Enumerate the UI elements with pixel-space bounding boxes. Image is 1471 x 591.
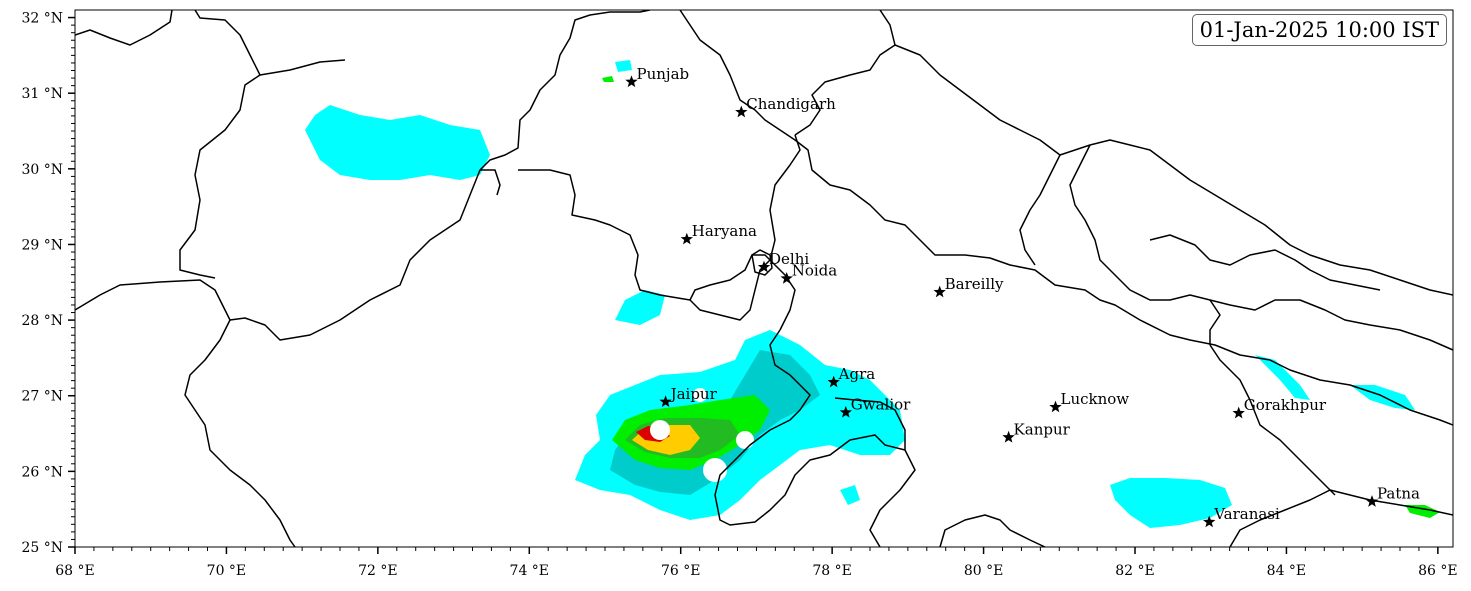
city-marker-icon [1232,406,1245,419]
city-marker-icon [625,75,638,88]
boundary-mp-2 [939,514,1046,547]
y-tick-label: 32 °N [21,11,63,27]
boundary-int-1 [480,169,501,196]
city-label: Gorakhpur [1244,396,1327,414]
boundary-punjab-east [679,10,1453,426]
boundary-nepal-2 [1059,139,1453,296]
city-label: Haryana [692,222,757,240]
city-label: Varanasi [1213,505,1280,523]
city-label: Chandigarh [746,95,836,113]
axis-ticks: 68 °E 70 °E 72 °E 74 °E 76 °E 78 °E 80 °E 82 °E… [21,11,1457,579]
precip-region [1255,355,1310,400]
boundary-nepal-4 [1149,234,1381,291]
city-marker-icon [757,260,771,273]
x-tick-label: 82 °E [1115,563,1154,579]
city-marker-icon [680,232,693,245]
boundary-rajasthan-up [714,329,906,526]
x-tick-label: 68 °E [55,563,94,579]
precip-region [840,485,860,505]
city-label: Gwalior [851,395,911,413]
precip-gap [736,431,754,449]
boundary-sw [184,319,296,547]
city-label: Punjab [637,65,690,83]
precip-region [615,290,665,325]
precip-region [1405,505,1440,518]
city-label: Jaipur [669,385,718,403]
city-marker-icon [933,285,946,298]
x-tick-label: 74 °E [510,563,549,579]
x-tick-label: 76 °E [661,563,700,579]
city-marker-icon [827,375,840,388]
city-marker-icon [839,405,852,418]
x-tick-label: 86 °E [1418,563,1457,579]
city-marker-icon [735,105,748,118]
boundary-uk [794,10,896,136]
city-marker-icon [1203,515,1216,528]
precipitation-field [305,60,1440,528]
city-marker-icon [780,272,793,284]
boundary-pak-west [75,10,173,46]
boundary-mp-up [869,449,916,547]
boundary-pak-central [259,59,346,76]
x-tick-label: 70 °E [207,563,246,579]
boundary-nepal-1 [1019,154,1061,266]
y-tick-label: 26 °N [21,464,63,480]
precip-gap [693,388,707,402]
boundary-haryana [518,134,801,321]
timestamp-badge: 01-Jan-2025 10:00 IST [1191,14,1447,46]
boundary-pak-north [179,10,261,279]
precip-region [1110,478,1232,528]
y-tick-label: 28 °N [21,313,63,329]
boundary-lines [75,10,1453,547]
boundary-delhi [751,249,773,276]
y-tick-label: 30 °N [21,162,63,178]
city-label: Kanpur [1014,420,1071,438]
city-marker-icon [1002,430,1015,443]
city-label: Lucknow [1061,390,1130,408]
y-tick-label: 31 °N [21,86,63,102]
city-label: Delhi [769,250,809,268]
y-tick-label: 27 °N [21,389,63,405]
precip-gap [703,458,727,482]
city-marker-icon [1365,495,1379,507]
y-tick-label: 25 °N [21,540,63,556]
boundary-haryana-2 [689,254,796,331]
city-label: Patna [1377,485,1420,503]
boundary-west-south [75,169,481,341]
boundary-nepal-3 [1069,144,1221,345]
plot-frame [74,9,1454,548]
boundary-nepal-5 [1209,299,1453,351]
boundary-bihar-up [1209,344,1336,496]
y-tick-label: 29 °N [21,237,63,253]
boundary-nepal-w [894,44,1061,156]
x-tick-label: 80 °E [964,563,1003,579]
precip-gap [650,420,670,440]
city-label: Bareilly [945,275,1004,293]
x-tick-label: 84 °E [1267,563,1306,579]
boundary-punjab [479,10,651,171]
city-marker-icon [659,395,672,407]
x-tick-label: 72 °E [358,563,397,579]
precip-region [615,60,632,72]
city-label: Noida [792,262,838,280]
precip-region [305,105,490,180]
precip-region [602,76,614,82]
city-label: Agra [838,365,876,383]
city-marker-icon [1049,400,1062,413]
x-tick-label: 78 °E [812,563,851,579]
